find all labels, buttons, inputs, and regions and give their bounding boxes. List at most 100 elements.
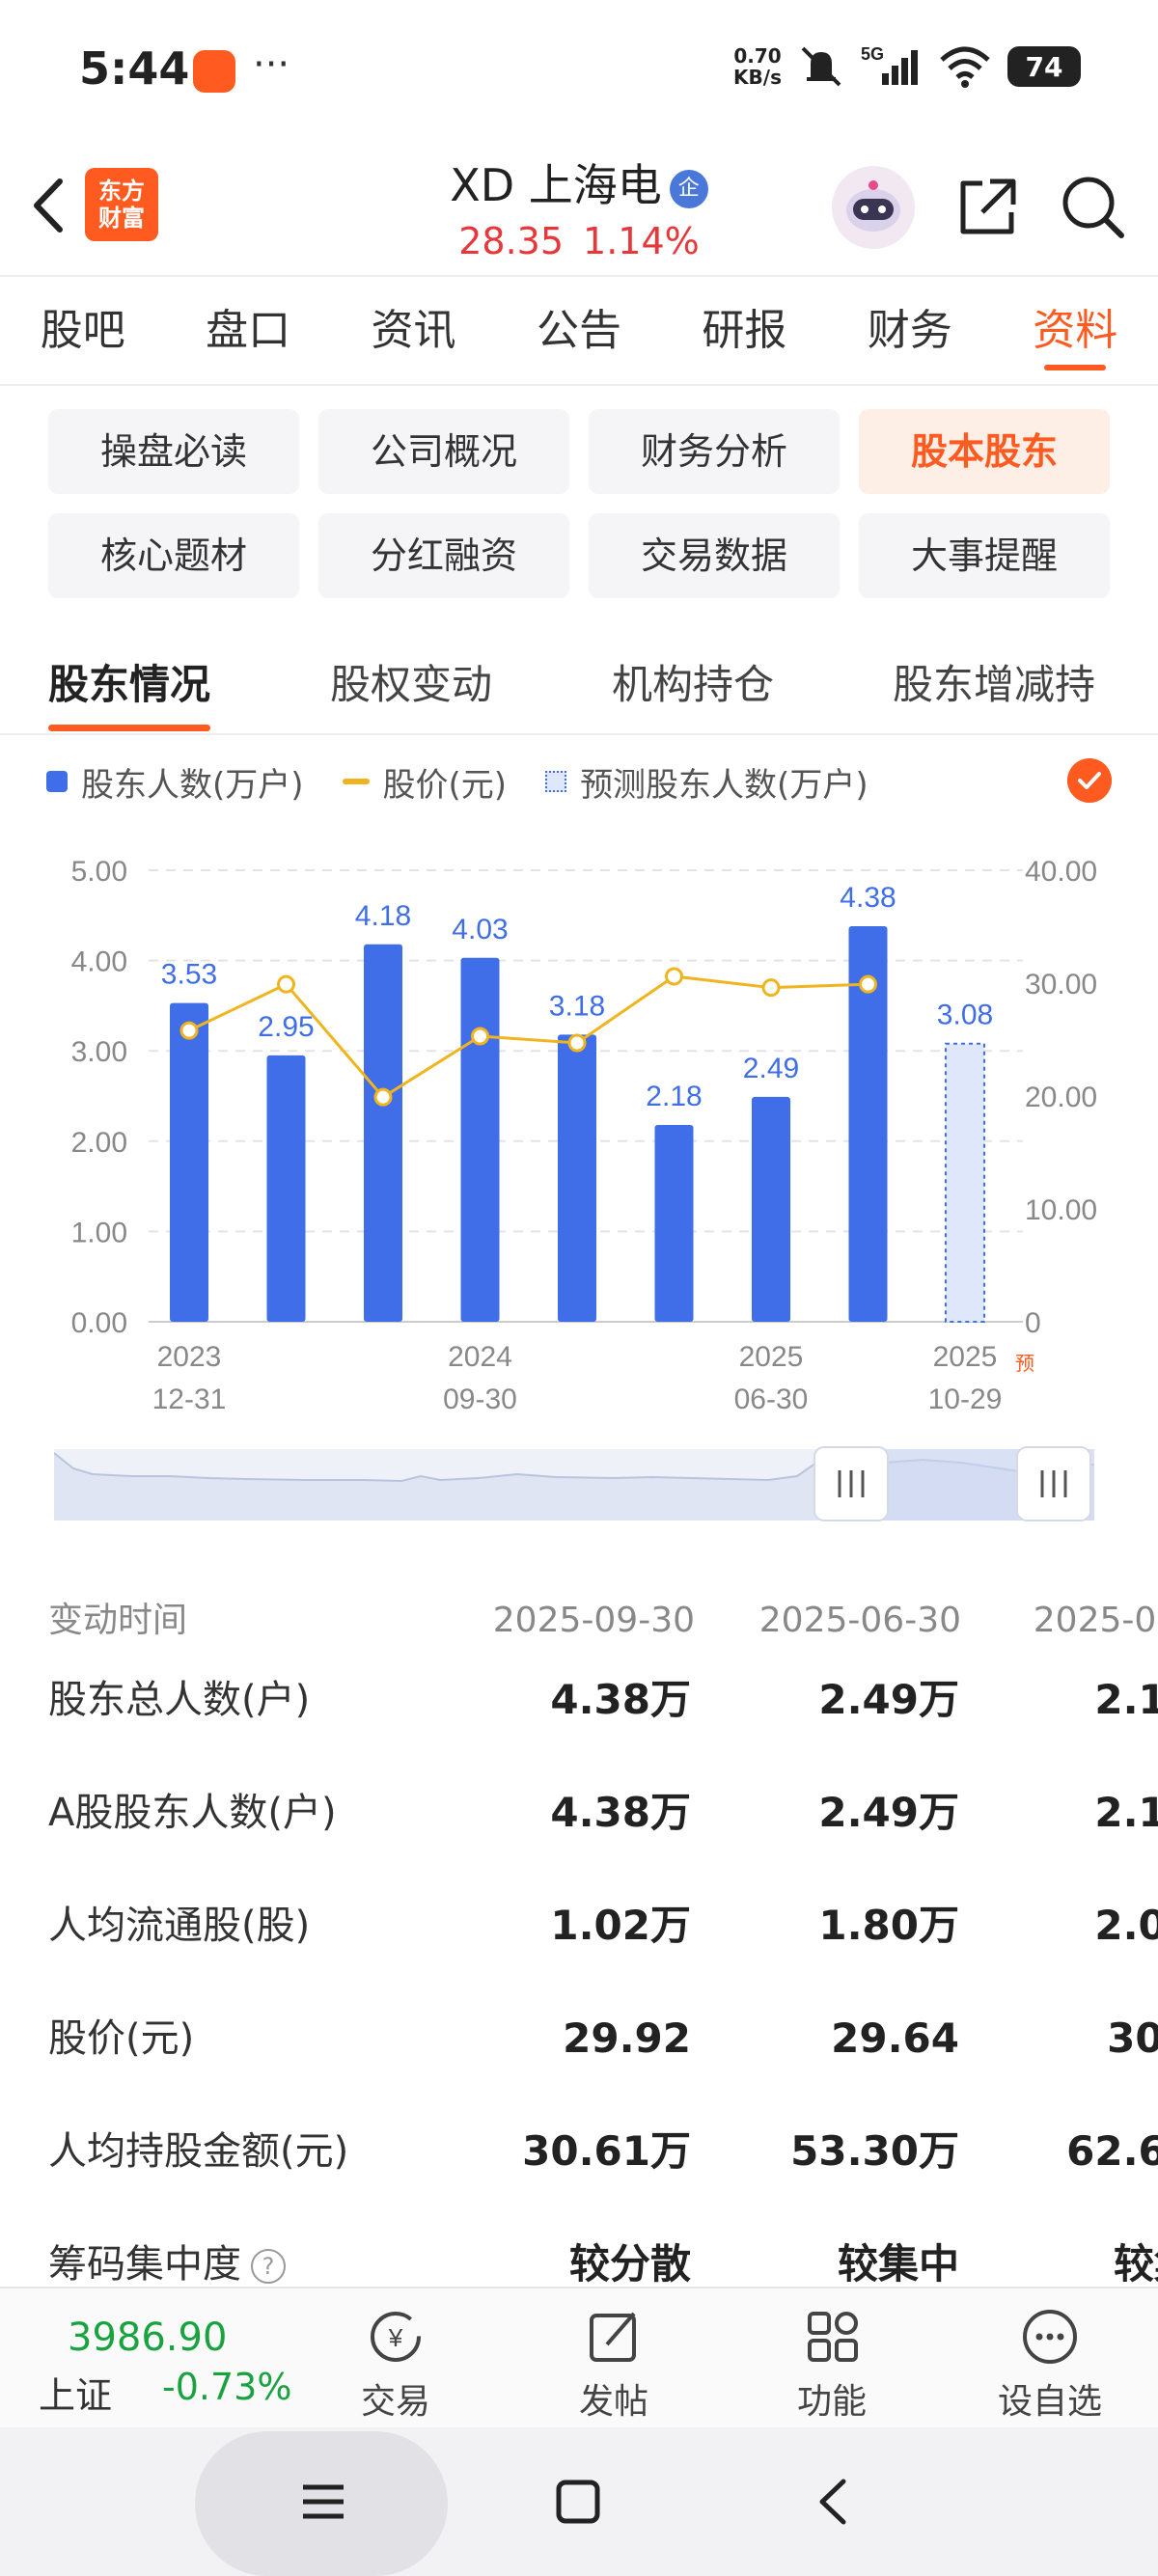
- row-label: 股东总人数(户): [48, 1678, 311, 1722]
- grid-icon: [808, 2312, 858, 2362]
- slider-handle-right[interactable]: [1016, 1446, 1091, 1521]
- robot-assistant-icon[interactable]: [832, 166, 915, 249]
- post-button[interactable]: 发帖: [537, 2308, 691, 2424]
- y-right-tick-label: 20.00: [1025, 1082, 1097, 1113]
- x-tick-label: 2025: [739, 1341, 804, 1373]
- table-header-col: 2025-09-30: [492, 1601, 695, 1640]
- price-point: [277, 974, 295, 994]
- tab-profile[interactable]: 资料: [993, 278, 1158, 384]
- home-icon[interactable]: [554, 2478, 602, 2526]
- table-header-col: 2025-03-31: [1033, 1601, 1158, 1640]
- y-right-tick-label: 0: [1025, 1307, 1041, 1339]
- status-time: 5:44: [79, 42, 190, 95]
- sub-btn-shareholders[interactable]: 股本股东: [859, 409, 1110, 494]
- bar-value-label: 2.95: [258, 1011, 314, 1043]
- legend-forecast-swatch: [545, 771, 567, 792]
- help-icon[interactable]: ?: [251, 2249, 286, 2284]
- wifi-icon: [940, 46, 990, 88]
- price-point: [471, 1027, 489, 1046]
- trade-button[interactable]: ¥ 交易: [318, 2308, 473, 2424]
- tab-news[interactable]: 资讯: [371, 306, 456, 355]
- y-left-tick-label: 0.00: [71, 1307, 127, 1339]
- tab-announcements[interactable]: 公告: [536, 306, 621, 355]
- table-cell: 4.38万: [550, 1676, 691, 1723]
- table-cell: 53.30万: [790, 2127, 959, 2175]
- table-cell: 2.49万: [818, 1789, 959, 1836]
- enterprise-badge: 企: [669, 169, 708, 208]
- y-left-tick-label: 4.00: [71, 946, 127, 978]
- sub-btn-dividends[interactable]: 分红融资: [318, 513, 569, 598]
- bar-value-label: 4.03: [452, 914, 508, 945]
- forecast-mark: 预: [1015, 1354, 1034, 1375]
- sec-tab-institutions[interactable]: 机构持仓: [612, 661, 775, 708]
- stock-change-pct: 1.14%: [583, 220, 700, 262]
- system-navigation-bar: [0, 2427, 1158, 2576]
- sub-btn-trading-essentials[interactable]: 操盘必读: [48, 409, 299, 494]
- table-cell: 1.80万: [818, 1902, 959, 1949]
- bar: [364, 944, 402, 1322]
- more-notifications-icon: ···: [253, 42, 290, 87]
- tab-research[interactable]: 研报: [702, 306, 787, 355]
- search-icon[interactable]: [1060, 174, 1127, 241]
- back-icon[interactable]: [25, 172, 73, 239]
- menu-icon[interactable]: [299, 2478, 347, 2526]
- table-cell: 4.38万: [550, 1789, 691, 1836]
- legend-price[interactable]: 股价(元): [342, 758, 507, 806]
- profile-sub-menu: 操盘必读 公司概况 财务分析 股本股东 核心题材 分红融资 交易数据 大事提醒: [48, 409, 1110, 598]
- table-cell: 较集中: [837, 2240, 959, 2288]
- bar: [654, 1124, 694, 1322]
- slider-handle-left[interactable]: [813, 1446, 889, 1521]
- legend-forecast[interactable]: 预测股东人数(万户): [545, 758, 868, 806]
- market-index-ticker[interactable]: 3986.90 上证 -0.73%: [39, 2316, 299, 2417]
- edit-icon: [590, 2312, 636, 2362]
- x-tick-label: 10-29: [928, 1384, 1003, 1415]
- trade-icon: ¥: [371, 2312, 421, 2362]
- shareholder-chart: 5.00 4.00 3.00 2.00 1.00 0.00 40.00 30.00 20.00 1…: [71, 856, 1097, 1415]
- legend-bar-swatch: [46, 771, 68, 792]
- table-cell: 较分散: [568, 2240, 691, 2288]
- sub-btn-company-overview[interactable]: 公司概况: [318, 409, 569, 494]
- add-watchlist-button[interactable]: 设自选: [973, 2308, 1127, 2424]
- share-icon[interactable]: [953, 174, 1021, 241]
- check-icon[interactable]: [1067, 758, 1112, 803]
- app-logo[interactable]: 东方 财富: [85, 168, 158, 241]
- table-row: 人均持股金额(元) 30.61万 53.30万 62.68万: [0, 2113, 1158, 2190]
- tab-guba[interactable]: 股吧: [40, 306, 125, 355]
- y-left-tick-label: 1.00: [71, 1217, 127, 1248]
- legend-holders[interactable]: 股东人数(万户): [46, 758, 304, 806]
- table-cell: 29.92: [563, 2014, 691, 2062]
- table-row: 人均流通股(股) 1.02万 1.80万 2.05万: [0, 1887, 1158, 1964]
- table-cell: 29.64: [831, 2014, 959, 2062]
- price-point: [567, 1033, 587, 1053]
- y-right-tick-label: 30.00: [1025, 969, 1097, 1000]
- tab-pankou[interactable]: 盘口: [206, 306, 291, 355]
- index-value: 3986.90: [68, 2316, 228, 2360]
- bar-value-label: 3.53: [161, 959, 217, 991]
- x-tick-label: 2023: [157, 1341, 222, 1373]
- functions-button[interactable]: 功能: [755, 2308, 909, 2424]
- index-change: -0.73%: [162, 2366, 292, 2408]
- range-slider[interactable]: [54, 1445, 1094, 1522]
- network-type: 5G: [861, 44, 884, 64]
- sub-btn-trading-data[interactable]: 交易数据: [589, 513, 840, 598]
- table-cell: 2.18万: [1094, 1789, 1158, 1836]
- sec-tab-holdings-changes[interactable]: 股东增减持: [893, 661, 1096, 708]
- table-row: 筹码集中度? 较分散 较集中 较集中: [0, 2226, 1158, 2296]
- sub-btn-core-themes[interactable]: 核心题材: [48, 513, 299, 598]
- x-tick-label: 2024: [448, 1341, 512, 1373]
- app-notification-icon: [193, 50, 235, 93]
- shareholder-section-tabs: 股东情况 股权变动 机构持仓 股东增减持: [0, 637, 1158, 733]
- table-header-col: 2025-06-30: [758, 1601, 961, 1640]
- x-tick-label: 12-31: [152, 1384, 227, 1415]
- table-cell: 30.62: [1107, 2014, 1158, 2062]
- table-cell: 2.49万: [818, 1676, 959, 1723]
- x-tick-label: 09-30: [443, 1384, 517, 1415]
- x-tick-label: 2025: [933, 1341, 998, 1373]
- tab-finance[interactable]: 财务: [867, 306, 952, 355]
- back-nav-icon[interactable]: [813, 2476, 851, 2528]
- sub-btn-events[interactable]: 大事提醒: [859, 513, 1110, 598]
- sec-tab-shareholders[interactable]: 股东情况: [48, 637, 211, 733]
- stock-price-line: 28.35 1.14%: [376, 220, 782, 262]
- sub-btn-financial-analysis[interactable]: 财务分析: [589, 409, 840, 494]
- sec-tab-equity-changes[interactable]: 股权变动: [330, 661, 493, 708]
